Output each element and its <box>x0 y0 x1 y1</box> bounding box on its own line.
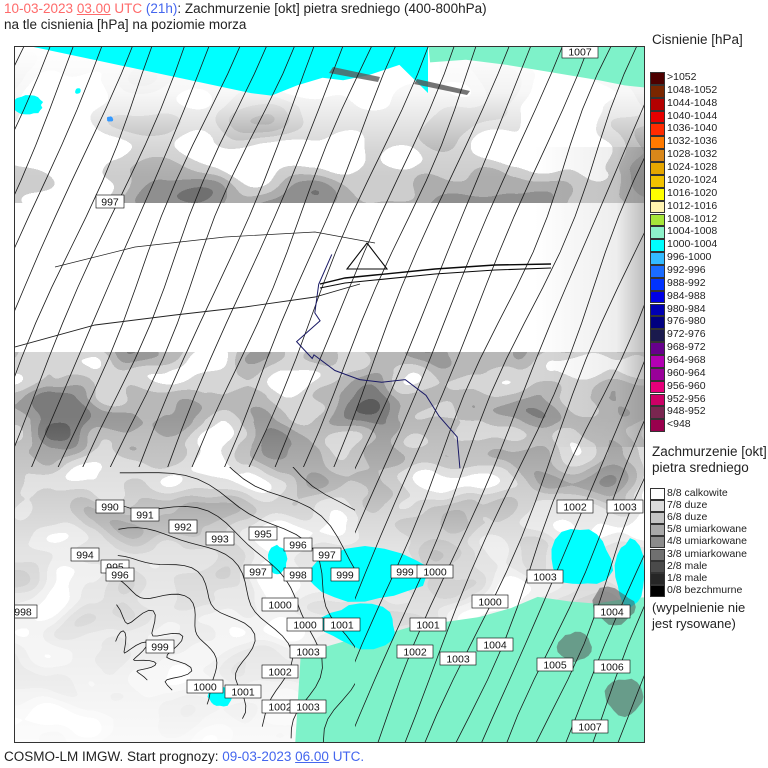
svg-text:1002: 1002 <box>268 702 292 714</box>
svg-text:1002: 1002 <box>268 667 292 679</box>
svg-text:999: 999 <box>336 570 354 582</box>
svg-text:1005: 1005 <box>543 660 567 672</box>
svg-text:1000: 1000 <box>423 567 447 579</box>
svg-text:997: 997 <box>249 567 267 579</box>
svg-text:1001: 1001 <box>416 620 440 632</box>
svg-text:1004: 1004 <box>600 607 624 619</box>
svg-text:1004: 1004 <box>483 640 507 652</box>
svg-text:996: 996 <box>289 540 307 552</box>
svg-text:995: 995 <box>254 529 272 541</box>
svg-text:997: 997 <box>101 197 119 209</box>
svg-text:1007: 1007 <box>578 722 602 734</box>
svg-text:999: 999 <box>396 567 414 579</box>
svg-text:1003: 1003 <box>296 702 320 714</box>
svg-text:1002: 1002 <box>403 647 427 659</box>
svg-text:1007: 1007 <box>568 47 592 59</box>
svg-text:1003: 1003 <box>296 647 320 659</box>
svg-text:1001: 1001 <box>231 687 255 699</box>
svg-text:1000: 1000 <box>293 620 317 632</box>
svg-text:1001: 1001 <box>330 620 354 632</box>
svg-text:998: 998 <box>289 570 307 582</box>
svg-text:1006: 1006 <box>600 662 624 674</box>
svg-text:1003: 1003 <box>446 654 470 666</box>
svg-text:998: 998 <box>15 607 32 619</box>
svg-text:996: 996 <box>111 570 129 582</box>
svg-text:991: 991 <box>136 510 154 522</box>
svg-text:990: 990 <box>101 502 119 514</box>
svg-text:993: 993 <box>211 534 229 546</box>
svg-text:1003: 1003 <box>533 572 557 584</box>
svg-text:1000: 1000 <box>268 600 292 612</box>
svg-text:997: 997 <box>318 550 336 562</box>
svg-text:999: 999 <box>151 642 169 654</box>
svg-text:1003: 1003 <box>613 502 637 514</box>
svg-text:1000: 1000 <box>478 597 502 609</box>
svg-text:994: 994 <box>76 550 94 562</box>
svg-text:1002: 1002 <box>563 502 587 514</box>
svg-text:992: 992 <box>174 522 192 534</box>
svg-text:1000: 1000 <box>193 682 217 694</box>
